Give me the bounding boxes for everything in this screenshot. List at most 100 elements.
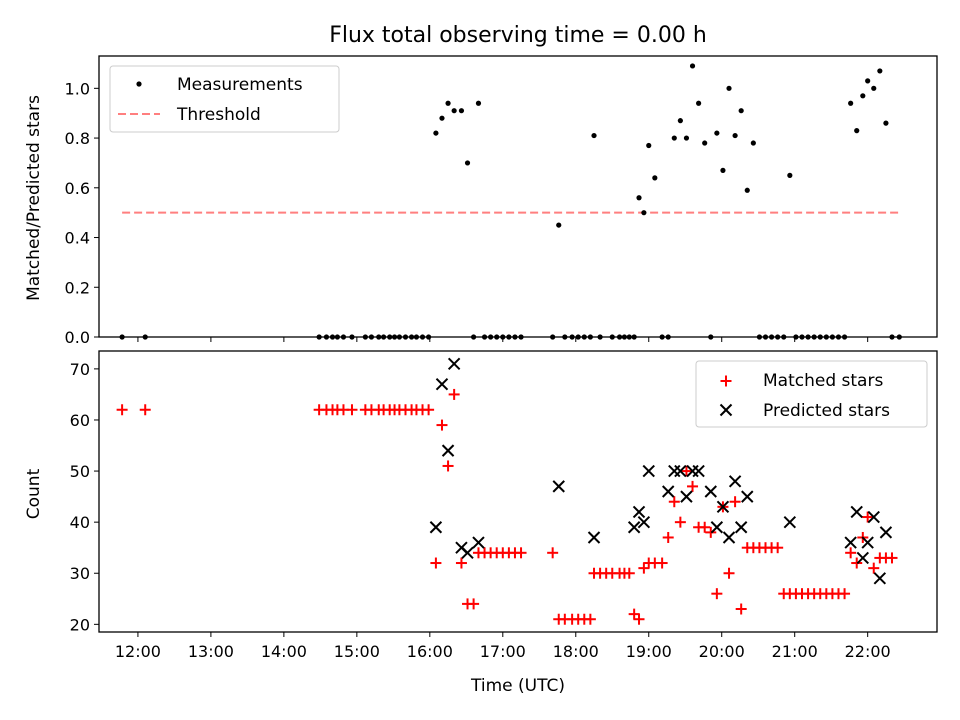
predicted-marker-b — [441, 444, 455, 457]
predicted-marker-b — [552, 480, 565, 493]
top-y-tick-label: 0.2 — [65, 278, 90, 297]
matched-star-marker — [729, 496, 741, 508]
bottom-legend: Matched stars Predicted stars — [695, 360, 928, 428]
measurement-point — [569, 334, 575, 340]
measurement-point — [756, 334, 763, 340]
x-tick-label: 13:00 — [188, 642, 234, 661]
measurement-point — [883, 120, 889, 126]
predicted-marker-b — [719, 403, 733, 417]
predicted-star-marker — [716, 500, 730, 514]
top-legend: Measurements Threshold — [109, 65, 340, 133]
top-y-tick-label: 0.4 — [65, 229, 90, 248]
predicted-marker-b — [637, 515, 651, 529]
predicted-star-marker — [879, 526, 893, 539]
predicted-star-marker — [441, 444, 455, 457]
measurement-point — [652, 175, 658, 181]
measurement-point — [376, 334, 382, 340]
measurement-point — [419, 334, 426, 340]
matched-star-marker — [656, 557, 668, 569]
predicted-star-marker — [861, 536, 874, 549]
measurement-point — [464, 160, 471, 166]
measurement-point — [877, 68, 883, 74]
measurement-point — [889, 334, 895, 340]
x-tick-label: 14:00 — [261, 642, 307, 661]
predicted-marker-b — [429, 521, 443, 534]
predicted-marker-b — [704, 485, 717, 498]
predicted-star-marker — [692, 464, 705, 478]
predicted-star-marker — [704, 485, 717, 498]
predicted-marker-b — [873, 572, 887, 585]
measurement-point — [458, 108, 465, 114]
bottom-y-tick-label: 60 — [70, 411, 90, 430]
predicted-star-marker — [734, 521, 748, 534]
measurement-point — [854, 128, 860, 134]
measurement-point — [334, 334, 340, 340]
measurement-point — [587, 334, 593, 340]
predicted-star-marker — [642, 464, 655, 478]
matched-star-marker — [868, 562, 880, 574]
predicted-marker-b — [879, 526, 893, 539]
matched-star-marker — [711, 588, 723, 600]
matched-star-marker — [455, 557, 467, 569]
bottom-y-tick-label: 30 — [70, 564, 90, 583]
matched-star-marker — [442, 460, 454, 472]
predicted-marker-b — [850, 505, 863, 519]
measurement-point — [562, 334, 568, 340]
measurement-point — [609, 334, 615, 340]
predicted-star-marker — [429, 521, 443, 534]
x-tick-label: 18:00 — [553, 642, 599, 661]
measurement-point — [732, 132, 738, 139]
top-legend-box — [109, 65, 340, 133]
measurement-point — [738, 108, 744, 114]
bottom-y-axis-label: Count — [24, 468, 44, 519]
matched-star-marker — [668, 496, 680, 508]
measurement-point — [775, 334, 781, 340]
predicted-star-marker — [435, 378, 449, 391]
measurement-point — [896, 334, 902, 340]
measurement-point — [665, 334, 671, 340]
measurement-point — [848, 100, 854, 106]
matched-star-marker — [633, 613, 645, 625]
matched-star-marker — [851, 557, 863, 569]
predicted-marker-b — [455, 541, 468, 554]
measurement-point — [391, 334, 398, 340]
predicted-star-marker — [783, 515, 797, 529]
matched-star-marker — [680, 465, 692, 477]
measurement-point — [677, 118, 683, 124]
measurement-point — [646, 142, 652, 149]
x-axis-label: Time (UTC) — [470, 676, 565, 696]
top-y-tick-label: 0.8 — [65, 129, 90, 148]
matched-star-marker — [720, 375, 732, 387]
measurement-point — [726, 85, 732, 91]
top-y-tick-label: 0.0 — [65, 328, 90, 347]
measurement-point — [597, 334, 603, 340]
measurement-point — [860, 93, 866, 99]
matched-star-marker — [116, 404, 128, 416]
predicted-star-marker — [627, 521, 641, 534]
measurement-point — [781, 334, 787, 340]
matched-star-marker — [468, 598, 480, 610]
measurement-point — [689, 63, 696, 69]
bottom-y-tick-label: 70 — [70, 360, 90, 379]
measurement-point — [475, 100, 482, 106]
measurement-point — [142, 334, 148, 340]
x-tick-label: 22:00 — [845, 642, 891, 661]
top-y-tick-label: 1.0 — [65, 79, 90, 98]
matched-star-marker — [423, 404, 435, 416]
measurement-point — [396, 334, 403, 340]
predicted-star-marker — [587, 531, 601, 544]
measurement-point — [329, 334, 336, 340]
measurement-point — [621, 334, 628, 340]
measurement-point — [494, 334, 500, 340]
measurement-point — [575, 334, 581, 340]
measurement-point — [835, 334, 842, 340]
matched-star-marker — [845, 547, 857, 559]
predicted-marker-b — [447, 357, 461, 370]
predicted-star-marker — [856, 551, 870, 565]
x-tick-label: 17:00 — [480, 642, 526, 661]
measurement-point — [349, 334, 355, 340]
predicted-star-marker — [719, 403, 733, 417]
predicted-star-marker — [632, 505, 646, 519]
matched-star-marker — [699, 521, 711, 533]
predicted-marker-b — [435, 378, 449, 391]
